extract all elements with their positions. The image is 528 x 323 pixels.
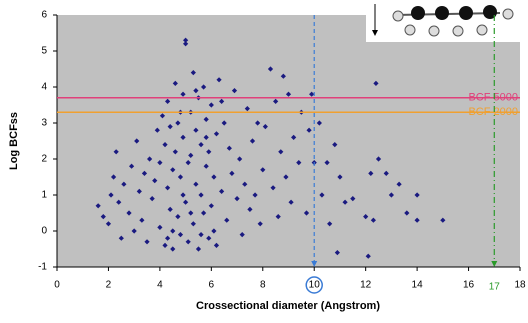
plot-area: [57, 15, 520, 267]
atom: [453, 26, 463, 36]
molecule-inset: [366, 0, 528, 42]
chart: Crossectional diameter (Angstrom) Log BC…: [0, 0, 528, 323]
x-tick-label: 8: [260, 280, 266, 291]
x-tick-label: 4: [157, 280, 163, 291]
y-tick-label: 2: [41, 154, 47, 165]
x-tick-label: 16: [463, 280, 475, 291]
y-axis-title: Log BCFss: [8, 112, 20, 170]
x-tick-label: 0: [54, 280, 60, 291]
inset-box: [366, 0, 528, 42]
y-tick-label: 1: [41, 190, 47, 201]
x-tick-label: 2: [106, 280, 112, 291]
y-tick-label: 0: [41, 226, 47, 237]
atom: [435, 6, 449, 20]
reference-label: 17: [489, 282, 501, 293]
reference-label: BCF 5000: [468, 92, 518, 104]
y-tick-label: 4: [41, 82, 47, 93]
x-tick-label: 12: [360, 280, 372, 291]
y-tick-label: 3: [41, 118, 47, 129]
atom: [459, 6, 473, 20]
atom: [411, 6, 425, 20]
x-tick-label: 18: [514, 280, 526, 291]
y-tick-label: 5: [41, 46, 47, 57]
y-tick-label: 6: [41, 10, 47, 21]
page: Crossectional diameter (Angstrom) Log BC…: [0, 0, 528, 323]
atom: [405, 25, 415, 35]
atom: [393, 11, 403, 21]
atom: [483, 5, 497, 19]
x-tick-label: 14: [412, 280, 424, 291]
atom: [477, 25, 487, 35]
atom: [503, 9, 513, 19]
atom: [429, 26, 439, 36]
x-tick-label: 6: [209, 280, 215, 291]
x-axis-title: Crossectional diameter (Angstrom): [196, 300, 380, 312]
x-tick-label: 10: [309, 280, 321, 291]
y-tick-label: -1: [38, 262, 47, 273]
reference-label: BCF 2000: [468, 106, 518, 118]
